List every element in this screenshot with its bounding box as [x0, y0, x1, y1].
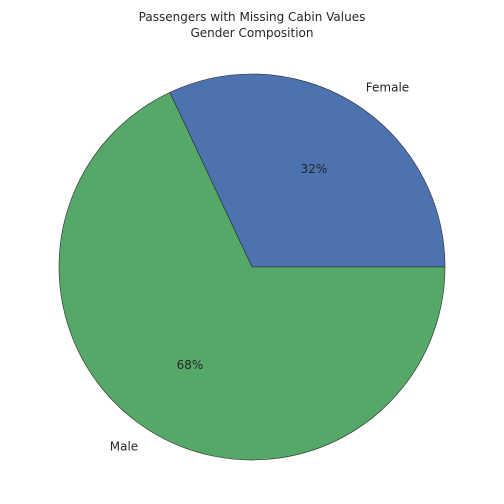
pie-labels: Female 32% Male 68%	[110, 81, 409, 454]
chart-title-line-2: Gender Composition	[191, 26, 314, 40]
slice-percent-female: 32%	[301, 162, 328, 176]
pie-slice-male	[58, 91, 446, 461]
slice-percent-male: 68%	[177, 358, 204, 372]
slice-label-female: Female	[366, 81, 409, 95]
chart-title-line-1: Passengers with Missing Cabin Values	[139, 10, 366, 24]
pie-slices	[58, 73, 446, 461]
slice-label-male: Male	[110, 439, 138, 453]
pie-slice-female	[169, 73, 446, 268]
